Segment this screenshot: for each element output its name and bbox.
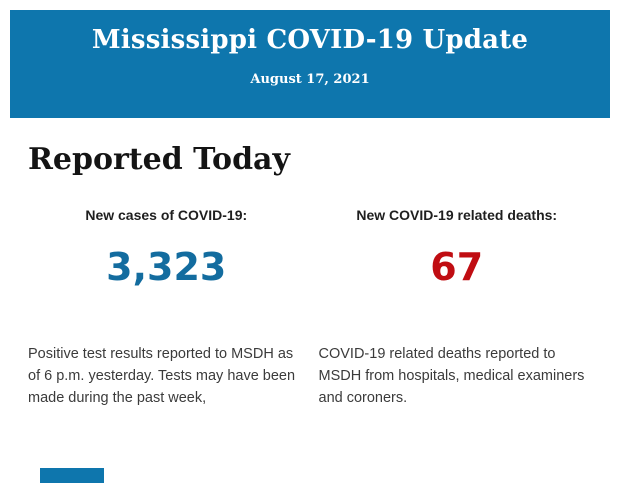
new-cases-value: 3,323 bbox=[106, 245, 227, 289]
new-deaths-label: New COVID-19 related deaths: bbox=[356, 207, 558, 223]
new-cases-stat: New cases of COVID-19: 3,323 Positive te… bbox=[28, 207, 305, 409]
new-deaths-description: COVID-19 related deaths reported to MSDH… bbox=[318, 345, 585, 406]
report-date: August 17, 2021 bbox=[250, 72, 370, 87]
page-title: Mississippi COVID-19 Update bbox=[91, 25, 529, 55]
new-deaths-stat: New COVID-19 related deaths: 67 COVID-19… bbox=[319, 207, 596, 409]
new-cases-label: New cases of COVID-19: bbox=[85, 207, 248, 223]
header-banner: Mississippi COVID-19 Update August 17, 2… bbox=[10, 10, 610, 118]
new-cases-description: Positive test results reported to MSDH a… bbox=[28, 345, 296, 406]
stats-grid: New cases of COVID-19: 3,323 Positive te… bbox=[0, 207, 620, 409]
reported-today-heading: Reported Today bbox=[28, 142, 290, 177]
footer-partial-block bbox=[40, 468, 104, 483]
new-deaths-value: 67 bbox=[430, 245, 484, 289]
